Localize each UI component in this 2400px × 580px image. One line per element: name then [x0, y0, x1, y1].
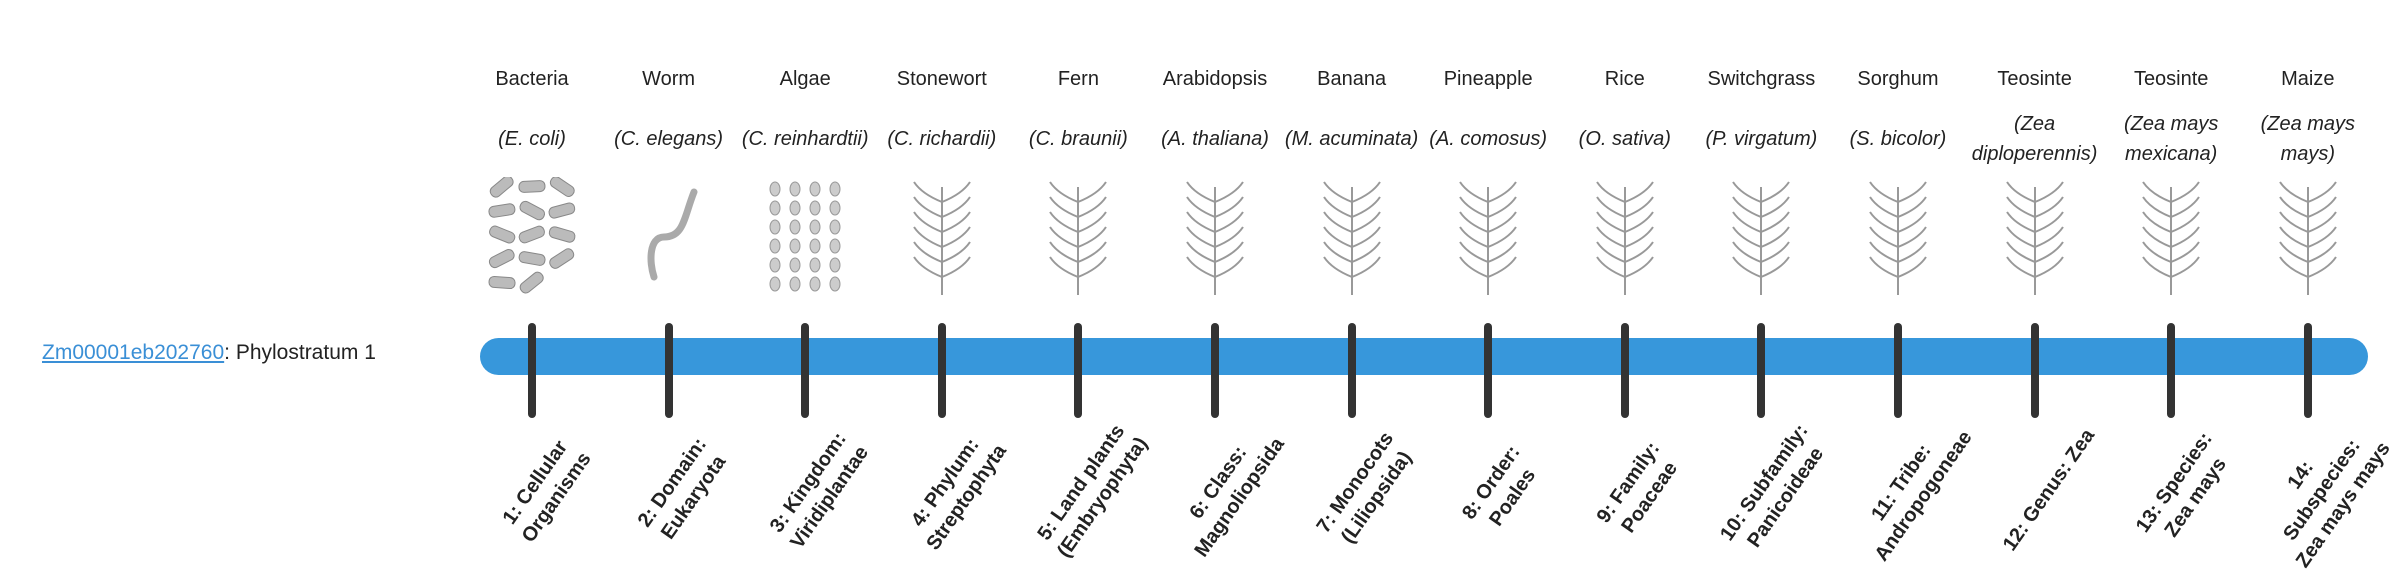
organism-species: (C. reinhardtii) [731, 108, 879, 170]
stratum-tick [1757, 323, 1766, 418]
species-name: (Zea mays mays) [2260, 113, 2356, 165]
organism-name: Teosinte [1997, 68, 2072, 90]
organism-species: (Zea mays mexicana) [2097, 108, 2245, 170]
species-name: (C. reinhardtii) [741, 128, 869, 150]
stratum-tick [1620, 323, 1629, 418]
species-name: (E. coli) [498, 128, 566, 150]
timeline-bar [480, 338, 2368, 375]
organism-species: (S. bicolor) [1824, 108, 1972, 170]
organism-name: Pineapple [1443, 68, 1533, 90]
stratum-tick [664, 323, 673, 418]
stratum-label: 9: Family: Poaceae [1592, 438, 1682, 538]
worm-image [647, 188, 698, 281]
stratum-label: 6: Class: Magnoliopsida [1185, 433, 1289, 562]
stratum-tick [1484, 323, 1493, 418]
species-name: (C. richardii) [887, 128, 997, 150]
switchgrass-image [1732, 181, 1791, 295]
species-name: (S. bicolor) [1849, 128, 1947, 150]
stratum-tick [1074, 323, 1083, 418]
stratum-tick [528, 323, 536, 418]
organism-name: Fern [1057, 68, 1099, 90]
algae-image [769, 181, 841, 292]
stratum-label: 8: Order: Poales [1458, 441, 1541, 531]
stonewort-image [912, 181, 971, 295]
organism-species: (A. comosus) [1414, 108, 1562, 170]
bacteria-image [488, 177, 576, 294]
species-name: (A. thaliana) [1161, 128, 1269, 150]
organism-species: (Zea diploperennis) [1961, 108, 2109, 170]
organism-name: Switchgrass [1707, 68, 1816, 90]
fern-image [1049, 181, 1108, 295]
stratum-label: 5: Land plants (Embryophyta) [1033, 420, 1153, 562]
gene-link[interactable]: Zm00001eb202760 [42, 341, 225, 364]
rice-image [1595, 181, 1654, 295]
stratum-label: 7: Monocots (Liliopsida) [1312, 427, 1416, 548]
gene-label: Zm00001eb202760: Phylostratum 1 [42, 341, 376, 365]
banana-image [1322, 181, 1381, 295]
species-name: (C. braunii) [1028, 128, 1128, 150]
pineapple-image [1459, 181, 1518, 295]
organism-species: (O. sativa) [1551, 108, 1699, 170]
stratum-tick [1211, 323, 1219, 418]
stratum-label: 2: Domain: Eukaryota [633, 433, 730, 544]
stratum-label: 4: Phylum: Streptophyta [906, 434, 1011, 555]
species-name: (P. virgatum) [1705, 128, 1818, 150]
organism-species: (P. virgatum) [1687, 108, 1835, 170]
organism-name: Sorghum [1857, 68, 1939, 90]
organism-name: Banana [1317, 68, 1387, 90]
organism-species: (C. elegans) [595, 108, 743, 170]
organism-species: (Zea mays mays) [2234, 108, 2382, 170]
organism-name: Teosinte [2133, 68, 2209, 90]
arabidopsis-image [1186, 181, 1244, 295]
species-name: (M. acuminata) [1284, 128, 1419, 150]
organism-species: (E. coli) [458, 108, 606, 170]
organism-name: Rice [1604, 68, 1645, 90]
stratum-label: 14: Subspecies: Zea mays mays [2278, 435, 2395, 572]
stratum-label: 10: Subfamily: Panicoideae [1716, 420, 1829, 552]
species-name: (Zea diploperennis) [1971, 113, 2098, 165]
stratum-label: 12: Genus: Zea [1998, 424, 2099, 556]
organism-species: (M. acuminata) [1278, 108, 1426, 170]
species-name: (A. comosus) [1429, 128, 1548, 150]
species-name: (O. sativa) [1578, 128, 1671, 150]
stratum-label: 3: Kingdom: Viridiplantae [766, 428, 874, 553]
teosinte-image [2142, 181, 2201, 295]
stratum-tick [1894, 323, 1902, 418]
teosinte-image [2005, 181, 2064, 295]
organism-name: Bacteria [495, 68, 569, 90]
species-name: (C. elegans) [614, 128, 724, 150]
organism-species: (C. richardii) [868, 108, 1016, 170]
stratum-tick [937, 323, 946, 418]
stratum-tick [801, 323, 810, 418]
organism-name: Stonewort [896, 68, 987, 90]
organism-name: Maize [2281, 68, 2335, 90]
phylostratum-text: : Phylostratum 1 [224, 341, 376, 364]
organism-name: Worm [642, 68, 696, 90]
stratum-tick [2030, 323, 2039, 418]
maize-image [2278, 181, 2337, 295]
stratum-label: 13: Species: Zea mays [2132, 428, 2231, 542]
stratum-tick [1347, 323, 1356, 418]
organism-species: (C. braunii) [1004, 108, 1152, 170]
organism-name: Algae [779, 68, 831, 90]
stratum-tick [2167, 323, 2176, 418]
stratum-tick [2303, 323, 2312, 418]
organism-name: Arabidopsis [1162, 68, 1268, 90]
stratum-label: 1: Cellular Organisms [498, 436, 596, 547]
organism-species: (A. thaliana) [1141, 108, 1289, 170]
sorghum-image [1869, 181, 1927, 295]
stratum-label: 11: Tribe: Andropogoneae [1867, 426, 1977, 566]
species-name: (Zea mays mexicana) [2123, 113, 2219, 165]
